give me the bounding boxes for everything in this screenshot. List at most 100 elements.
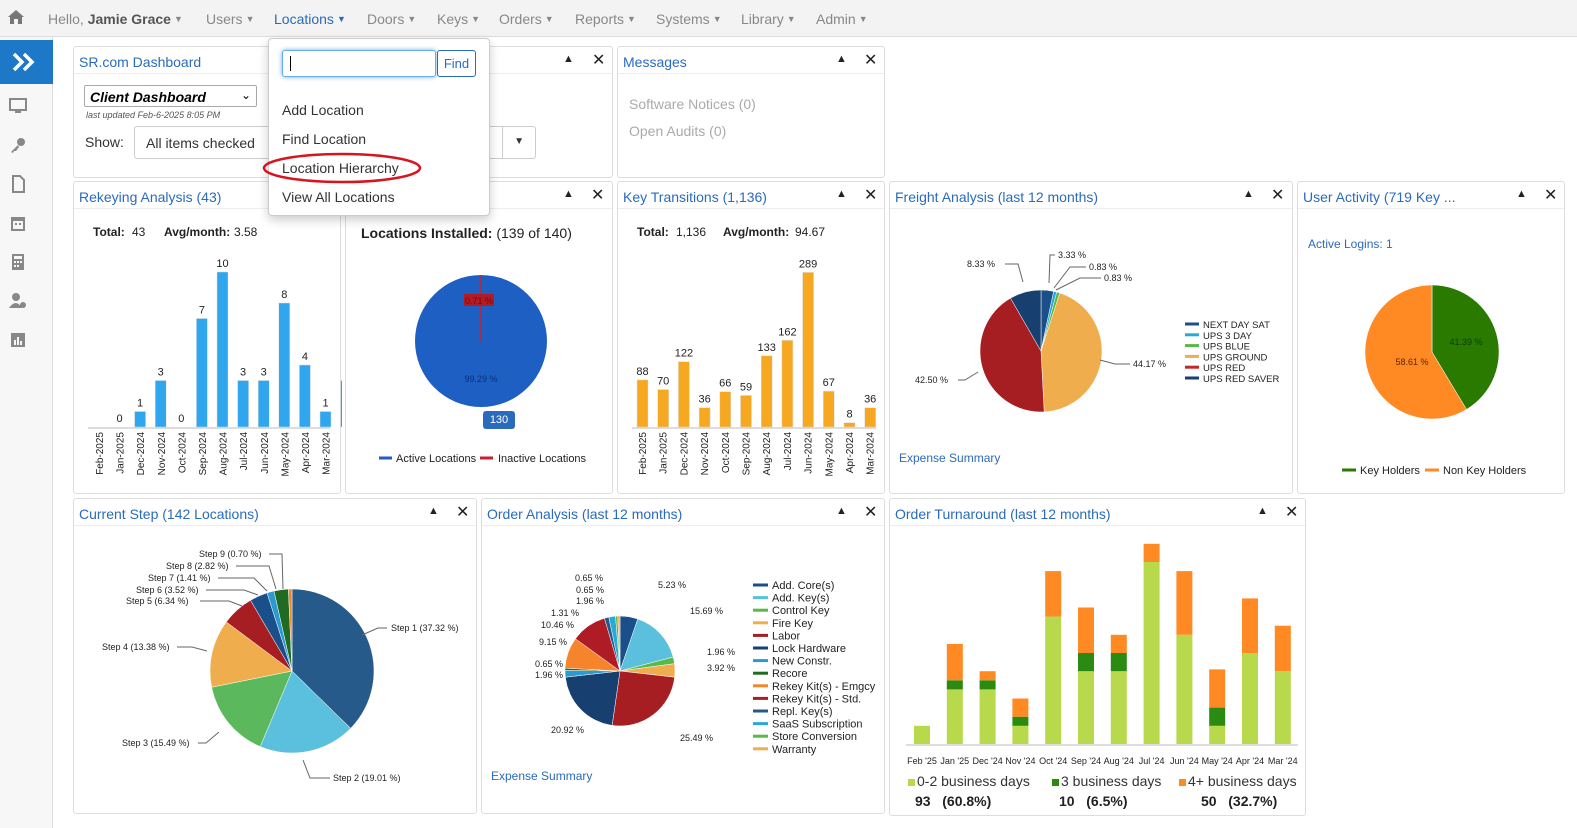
- menu-item-view-all-locations[interactable]: View All Locations: [282, 189, 395, 205]
- x-tick-label: Feb-2025: [95, 432, 106, 475]
- sidebar-toggle[interactable]: [0, 40, 53, 84]
- text-cursor: [290, 56, 291, 71]
- bar-value-label: 88: [636, 366, 648, 378]
- collapse-icon[interactable]: ▲: [563, 188, 574, 200]
- menu-item-find-location[interactable]: Find Location: [282, 131, 367, 147]
- bar-value-label: 8: [281, 289, 287, 301]
- close-icon[interactable]: ✕: [456, 504, 470, 521]
- bar: [698, 407, 711, 428]
- close-icon[interactable]: ✕: [864, 187, 878, 204]
- legend-pct: (6.5%): [1086, 793, 1128, 809]
- stacked-bar-segment: [914, 725, 930, 744]
- collapse-icon[interactable]: ▲: [563, 53, 574, 65]
- x-tick-label: Jun '24: [1170, 756, 1199, 766]
- location-search-input[interactable]: [282, 50, 436, 77]
- turnaround-legend-fast: 0-2 business days 93 (60.8%): [908, 773, 1030, 809]
- collapse-icon[interactable]: ▲: [1243, 188, 1254, 200]
- slice-label: Step 9 (0.70 %): [199, 549, 262, 559]
- nav-reports[interactable]: Reports ▼: [575, 11, 636, 27]
- slice-label: 20.92 %: [551, 725, 584, 735]
- calculator-icon[interactable]: [9, 253, 27, 271]
- nav-systems[interactable]: Systems ▼: [656, 11, 722, 27]
- bar-value-label: 59: [740, 381, 752, 393]
- chart-heading: Locations Installed: (139 of 140): [361, 225, 572, 241]
- pie-slice: [211, 670, 293, 747]
- current-step-panel: Current Step (142 Locations) ▲ ✕ Step 9 …: [73, 498, 477, 814]
- panel-title: Freight Analysis (last 12 months): [895, 189, 1099, 205]
- home-icon[interactable]: [8, 10, 24, 24]
- document-icon[interactable]: [9, 175, 27, 193]
- open-audits-link[interactable]: Open Audits (0): [629, 123, 727, 139]
- leader-line: [361, 627, 387, 636]
- rekeying-panel: Rekeying Analysis (43) Total: 43 Avg/mon…: [73, 181, 342, 494]
- x-tick-label: May-2024: [280, 432, 291, 477]
- bar-value-label: 4: [302, 351, 308, 363]
- slice-label: Step 2 (19.01 %): [333, 773, 401, 783]
- bar: [154, 380, 167, 428]
- bar: [719, 391, 732, 428]
- close-icon[interactable]: ✕: [864, 52, 878, 69]
- nav-locations[interactable]: Locations ▼: [274, 11, 346, 27]
- user-settings-icon[interactable]: [9, 292, 27, 310]
- collapse-icon[interactable]: ▲: [836, 188, 847, 200]
- bar-value-label: 133: [758, 342, 776, 354]
- stacked-bar-segment: [946, 689, 963, 744]
- close-icon[interactable]: ✕: [1271, 187, 1285, 204]
- nav-library[interactable]: Library ▼: [741, 11, 796, 27]
- leader-line: [200, 600, 243, 607]
- slice-label: 1.96 %: [535, 670, 563, 680]
- double-chevron-right-icon: [12, 52, 35, 72]
- active-logins-link[interactable]: Active Logins: 1: [1308, 237, 1393, 251]
- nav-admin[interactable]: Admin ▼: [816, 11, 868, 27]
- close-icon[interactable]: ✕: [591, 187, 605, 204]
- close-icon[interactable]: ✕: [864, 504, 878, 521]
- nav-doors[interactable]: Doors ▼: [367, 11, 416, 27]
- nav-label: Reports: [575, 11, 625, 27]
- bar-value-label: 8: [846, 409, 852, 421]
- bar: [802, 272, 814, 428]
- locations-dropdown-menu: Find Add Location Find Location Location…: [262, 38, 490, 216]
- rekeying-bar-chart: 0130710338413Feb-2025Jan-2025Dec-2024Nov…: [88, 258, 342, 477]
- expense-summary-link[interactable]: Expense Summary: [899, 451, 1001, 465]
- collapse-icon[interactable]: ▲: [836, 53, 847, 65]
- nav-label: Systems: [656, 11, 710, 27]
- collapse-icon[interactable]: ▲: [1516, 188, 1527, 200]
- close-icon[interactable]: ✕: [1285, 504, 1299, 521]
- software-notices-link[interactable]: Software Notices (0): [629, 96, 756, 112]
- nav-users[interactable]: Users ▼: [206, 11, 254, 27]
- find-button[interactable]: Find: [437, 50, 476, 77]
- bar-value-label: 70: [657, 376, 669, 388]
- collapse-icon[interactable]: ▲: [1257, 505, 1268, 517]
- caret-down-icon: ▼: [173, 14, 183, 24]
- stacked-bar-segment: [1078, 607, 1094, 653]
- legend-entry: UPS RED: [1203, 363, 1245, 374]
- menu-item-add-location[interactable]: Add Location: [282, 102, 364, 118]
- monitor-icon[interactable]: [9, 97, 27, 115]
- legend-count: 93: [915, 793, 931, 809]
- slice-label: Step 7 (1.41 %): [148, 573, 211, 583]
- x-tick-label: Nov-2024: [157, 432, 168, 476]
- user-menu[interactable]: Hello, Jamie Grace ▼: [48, 11, 183, 27]
- stacked-bar-segment: [1110, 671, 1127, 744]
- close-icon[interactable]: ✕: [1544, 187, 1558, 204]
- nav-orders[interactable]: Orders ▼: [499, 11, 554, 27]
- collapse-icon[interactable]: ▲: [836, 505, 847, 517]
- close-icon[interactable]: ✕: [592, 52, 606, 69]
- bar: [216, 271, 229, 428]
- slice-label: 8.33 %: [967, 259, 995, 269]
- legend-pct: (60.8%): [942, 793, 992, 809]
- report-chart-icon[interactable]: [9, 331, 27, 349]
- caret-down-icon: ▼: [858, 14, 868, 24]
- slice-label: 0.65 %: [575, 573, 603, 583]
- collapse-icon[interactable]: ▲: [428, 505, 439, 517]
- expense-summary-link[interactable]: Expense Summary: [491, 769, 593, 783]
- menu-item-location-hierarchy[interactable]: Location Hierarchy: [282, 160, 399, 176]
- key-icon[interactable]: [9, 136, 27, 154]
- caret-down-icon: ▼: [245, 14, 255, 24]
- caret-down-icon: ▼: [712, 14, 722, 24]
- calendar-icon[interactable]: [9, 214, 27, 232]
- pie-slice: [979, 297, 1045, 413]
- nav-keys[interactable]: Keys ▼: [437, 11, 480, 27]
- dashboard-select[interactable]: Client Dashboard ⌄: [84, 85, 257, 107]
- slice-label: 1.96 %: [576, 596, 604, 606]
